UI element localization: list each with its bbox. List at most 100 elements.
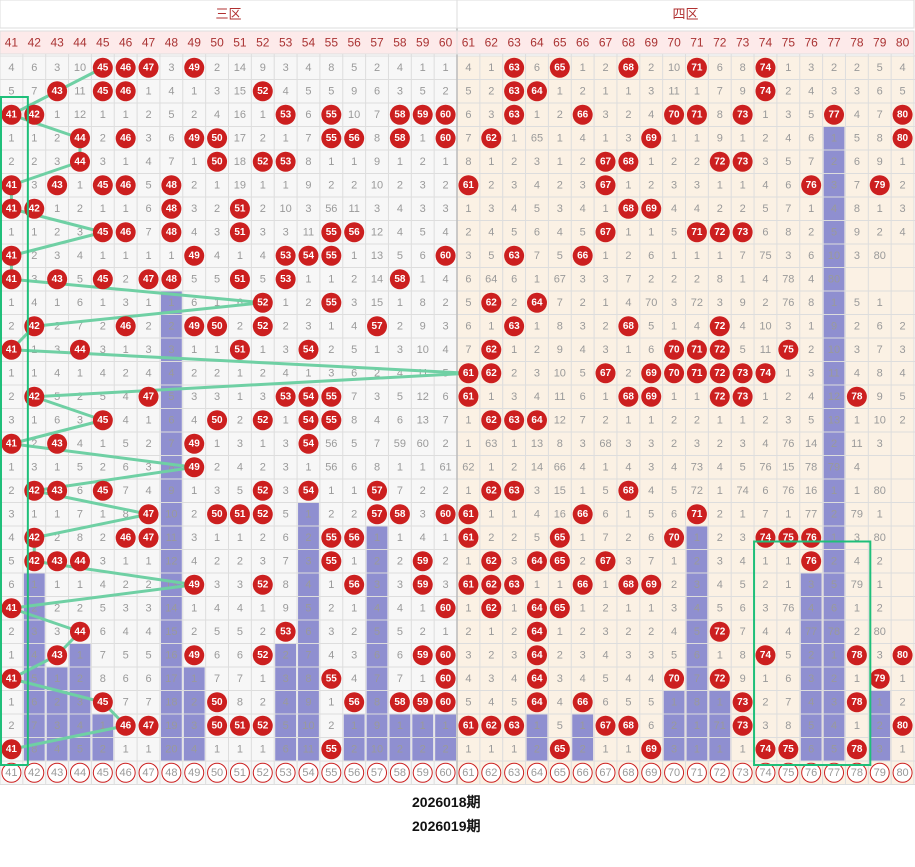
omission-value: 3 xyxy=(831,85,837,97)
preview-ball[interactable] xyxy=(709,762,730,783)
preview-ball[interactable] xyxy=(595,762,616,783)
preview-ball[interactable] xyxy=(47,762,68,783)
omission-value: 7 xyxy=(557,297,563,309)
preview-ball[interactable] xyxy=(824,762,845,783)
preview-ball[interactable] xyxy=(869,762,890,783)
preview-ball[interactable] xyxy=(161,762,182,783)
preview-ball[interactable] xyxy=(389,762,410,783)
omission-value: 14 xyxy=(531,461,543,473)
drawn-ball xyxy=(435,104,456,125)
drawn-ball-number: 55 xyxy=(326,133,338,144)
omission-value: 2 xyxy=(123,273,129,285)
preview-ball[interactable] xyxy=(526,762,547,783)
omission-value: 1 xyxy=(534,720,540,732)
omission-value: 3 xyxy=(443,203,449,215)
preview-ball[interactable] xyxy=(207,762,228,783)
preview-ball[interactable] xyxy=(1,762,22,783)
preview-ball[interactable] xyxy=(892,762,913,783)
drawn-ball xyxy=(755,57,776,78)
omission-value: 1 xyxy=(694,250,700,262)
preview-ball[interactable] xyxy=(778,762,799,783)
preview-ball[interactable] xyxy=(732,762,753,783)
omission-value: 1 xyxy=(54,579,60,591)
preview-ball[interactable] xyxy=(755,762,776,783)
drawn-ball-number: 62 xyxy=(486,720,498,731)
preview-ball[interactable] xyxy=(618,762,639,783)
omission-value: 3 xyxy=(8,508,14,520)
drawn-ball-number: 65 xyxy=(554,532,566,543)
preview-ball[interactable] xyxy=(549,762,570,783)
preview-ball[interactable] xyxy=(69,762,90,783)
preview-ball[interactable] xyxy=(801,762,822,783)
preview-ball[interactable] xyxy=(846,762,867,783)
preview-ball[interactable] xyxy=(664,762,685,783)
omission-value: 7 xyxy=(785,203,791,215)
drawn-ball xyxy=(504,104,525,125)
drawn-ball-number: 52 xyxy=(257,156,269,167)
preview-ball[interactable] xyxy=(24,762,45,783)
omission-value: 2 xyxy=(648,179,654,191)
drawn-ball xyxy=(435,504,456,525)
omission-value: 6 xyxy=(602,508,608,520)
omission-value: 6 xyxy=(717,62,723,74)
preview-ball[interactable] xyxy=(275,762,296,783)
preview-ball[interactable] xyxy=(344,762,365,783)
omission-value: 1 xyxy=(465,203,471,215)
omission-value: 8 xyxy=(808,297,814,309)
omission-value: 1 xyxy=(854,414,860,426)
drawn-ball xyxy=(481,598,502,619)
drawn-ball-number: 52 xyxy=(257,485,269,496)
drawn-ball-number: 78 xyxy=(851,744,863,755)
drawn-ball xyxy=(732,222,753,243)
drawn-ball xyxy=(686,222,707,243)
omission-value: 4 xyxy=(397,367,403,379)
preview-ball[interactable] xyxy=(229,762,250,783)
omission-value: 4 xyxy=(145,367,151,379)
omission-value: 2 xyxy=(877,720,883,732)
preview-ball[interactable] xyxy=(504,762,525,783)
preview-ball[interactable] xyxy=(367,762,388,783)
omission-value: 2 xyxy=(397,555,403,567)
omission-value: 3 xyxy=(854,250,860,262)
preview-ball[interactable] xyxy=(641,762,662,783)
drawn-ball-number: 60 xyxy=(440,509,452,520)
preview-ball[interactable] xyxy=(298,762,319,783)
drawn-ball xyxy=(732,715,753,736)
omission-value: 3 xyxy=(283,226,289,238)
preview-ball[interactable] xyxy=(412,762,433,783)
omission-value: 1 xyxy=(145,250,151,262)
preview-ball[interactable] xyxy=(138,762,159,783)
preview-ball[interactable] xyxy=(572,762,593,783)
preview-ball[interactable] xyxy=(435,762,456,783)
column-header-number: 45 xyxy=(96,36,110,50)
preview-ball[interactable] xyxy=(481,762,502,783)
drawn-ball xyxy=(115,715,136,736)
preview-ball[interactable] xyxy=(115,762,136,783)
preview-ball[interactable] xyxy=(92,762,113,783)
omission-value: 9 xyxy=(260,62,266,74)
omission-value: 1 xyxy=(694,85,700,97)
drawn-ball xyxy=(435,128,456,149)
omission-value: 4 xyxy=(831,720,837,732)
omission-value: 5 xyxy=(854,297,860,309)
drawn-ball-number: 53 xyxy=(280,274,292,285)
omission-value: 8 xyxy=(237,696,243,708)
omission-value: 7 xyxy=(374,673,380,685)
omission-value: 3 xyxy=(488,673,494,685)
preview-ball[interactable] xyxy=(686,762,707,783)
omission-value: 4 xyxy=(31,649,37,661)
drawn-ball xyxy=(24,198,45,219)
preview-ball[interactable] xyxy=(252,762,273,783)
drawn-ball xyxy=(686,363,707,384)
omission-value: 2 xyxy=(602,62,608,74)
preview-ball[interactable] xyxy=(184,762,205,783)
drawn-ball-number: 53 xyxy=(280,391,292,402)
drawn-ball-number: 77 xyxy=(828,109,840,120)
omission-value: 1 xyxy=(123,344,129,356)
drawn-ball xyxy=(618,198,639,219)
drawn-ball-number: 59 xyxy=(417,697,429,708)
omission-value: 2 xyxy=(31,156,37,168)
preview-ball[interactable] xyxy=(321,762,342,783)
drawn-ball xyxy=(92,81,113,102)
preview-ball[interactable] xyxy=(458,762,479,783)
